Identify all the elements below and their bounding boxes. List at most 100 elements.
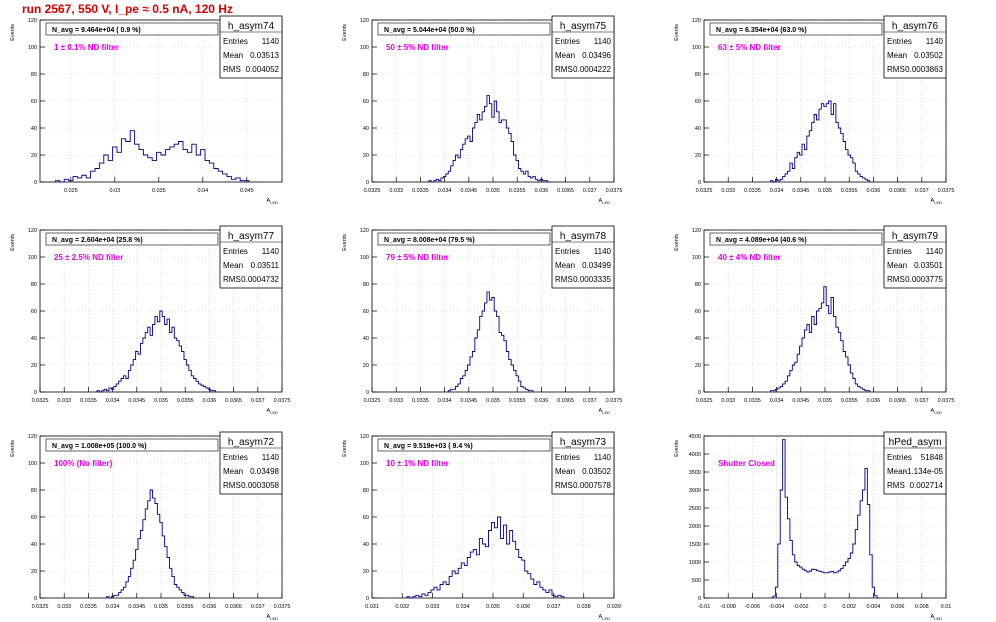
y-tick-label: 100 [360,461,369,467]
y-tick-label: 40 [695,126,701,132]
stats-label: Entries [223,37,248,46]
y-tick-label: 20 [363,153,369,159]
y-tick-label: 80 [363,72,369,78]
y-tick-label: 20 [363,363,369,369]
y-tick-label: 120 [360,434,369,440]
y-tick-label: 0 [698,596,701,602]
histogram-series-h_asym78 [447,291,534,392]
stats-label: RMS [223,65,241,74]
x-tick-label: 0.035 [152,188,166,194]
x-tick-label: 0.03 [109,188,120,194]
x-tick-label: 0.045 [240,188,254,194]
stats-value: 0.0003775 [905,275,943,284]
histogram-series-h_asym75 [428,95,550,183]
stats-label: Mean [555,261,575,270]
x-tick-label: 0.01 [941,604,952,610]
y-tick-label: 80 [31,488,37,494]
stats-value: 0.0003058 [241,481,279,490]
stats-title: h_asym74 [228,21,275,32]
histogram-panel-h_asym79: 0.0325 0.033 0.0335 0.034 0.0345 0.035 0.0355 0… [674,225,955,415]
x-tick-label: 0.037 [251,398,265,404]
y-tick-label: 100 [360,45,369,51]
y-axis-label: Events [674,234,680,251]
stats-label: Mean [223,261,243,270]
stats-value: 0.0003863 [905,65,943,74]
x-tick-label: 0.0325 [364,398,381,404]
y-tick-label: 120 [360,228,369,234]
x-tick-label: 0.0335 [412,398,429,404]
y-tick-label: 40 [31,542,37,548]
x-tick-label: -0.002 [793,604,809,610]
y-tick-label: 120 [28,228,37,234]
subtitle-box [377,232,551,246]
stats-value: 1140 [262,37,280,46]
histogram-series-h_asym72 [106,489,195,599]
stats-label: RMS [555,275,573,284]
x-tick-label: 0.0375 [938,398,955,404]
x-tick-label: 0.002 [842,604,856,610]
x-tick-label: 0.036 [516,604,530,610]
subtitle-text: N_avg = 2.604e+04 (25.8 %) [52,237,143,244]
subtitle-text: N_avg = 9.464e+04 ( 0.9 %) [52,27,141,34]
x-axis-label: ALED [931,198,943,205]
y-tick-label: 40 [363,336,369,342]
x-tick-label: 0.036 [867,188,881,194]
subtitle-text: N_avg = 5.044e+04 (50.0 %) [384,27,475,34]
x-axis-label-subscript: LED [934,616,942,621]
y-tick-label: 100 [360,255,369,261]
x-tick-label: 0.037 [251,604,265,610]
histogram-panel-h_asym73: 0.031 0.032 0.033 0.034 0.035 0.036 0.037 0.038… [342,431,621,621]
filter-note: 10 ± 1% ND filter [386,459,449,468]
y-tick-label: 120 [692,18,701,24]
x-axis-label-subscript: LED [934,200,942,205]
stats-value: -1.134e-05 [904,467,943,476]
x-tick-label: 0.0325 [696,398,713,404]
stats-value: 0.002714 [910,481,944,490]
y-axis-label: Events [342,234,348,251]
stats-box [551,431,615,495]
x-tick-label: 0.025 [64,188,78,194]
x-axis-label-subscript: LED [270,410,278,415]
stats-box [219,431,283,495]
x-tick-label: 0.0375 [606,188,623,194]
y-tick-label: 120 [360,18,369,24]
y-tick-label: 3500 [689,470,701,476]
x-tick-label: 0.0355 [177,398,194,404]
y-tick-label: 0 [698,390,701,396]
y-tick-label: 120 [28,18,37,24]
x-axis-label-subscript: LED [270,616,278,621]
x-tick-label: 0.033 [57,398,71,404]
x-tick-label: 0.0355 [509,188,526,194]
subtitle-text: N_avg = 1.008e+05 (100.0 %) [52,443,147,450]
stats-value: 1140 [926,247,944,256]
stats-label: Entries [887,247,912,256]
stats-value: 0.03499 [582,261,611,270]
histogram-series-h_asym73 [406,516,565,599]
x-tick-label: 0.036 [867,398,881,404]
stats-label: Mean [223,51,243,60]
y-tick-label: 80 [31,282,37,288]
stats-value: 0.0007578 [573,481,611,490]
stats-label: RMS [887,481,905,490]
stats-value: 1140 [594,453,612,462]
x-tick-label: 0.0345 [128,398,145,404]
stats-label: Mean [555,467,575,476]
x-axis-label: ALED [599,408,611,415]
y-axis-label: Events [10,24,16,41]
y-axis-label: Events [674,24,680,41]
stats-value: 0.03501 [914,261,943,270]
y-tick-label: 80 [695,282,701,288]
y-tick-label: 40 [363,126,369,132]
x-tick-label: 0.008 [915,604,929,610]
y-tick-label: 0 [366,180,369,186]
subtitle-box [377,438,551,452]
stats-label: RMS [555,481,573,490]
x-tick-label: 0.0355 [509,398,526,404]
y-tick-label: 60 [31,515,37,521]
subtitle-text: N_avg = 4.089e+04 (40.6 %) [716,237,807,244]
stats-value: 1140 [262,247,280,256]
y-tick-label: 20 [695,363,701,369]
stats-box [883,225,947,289]
x-tick-label: 0.035 [486,188,500,194]
y-tick-label: 0 [366,390,369,396]
